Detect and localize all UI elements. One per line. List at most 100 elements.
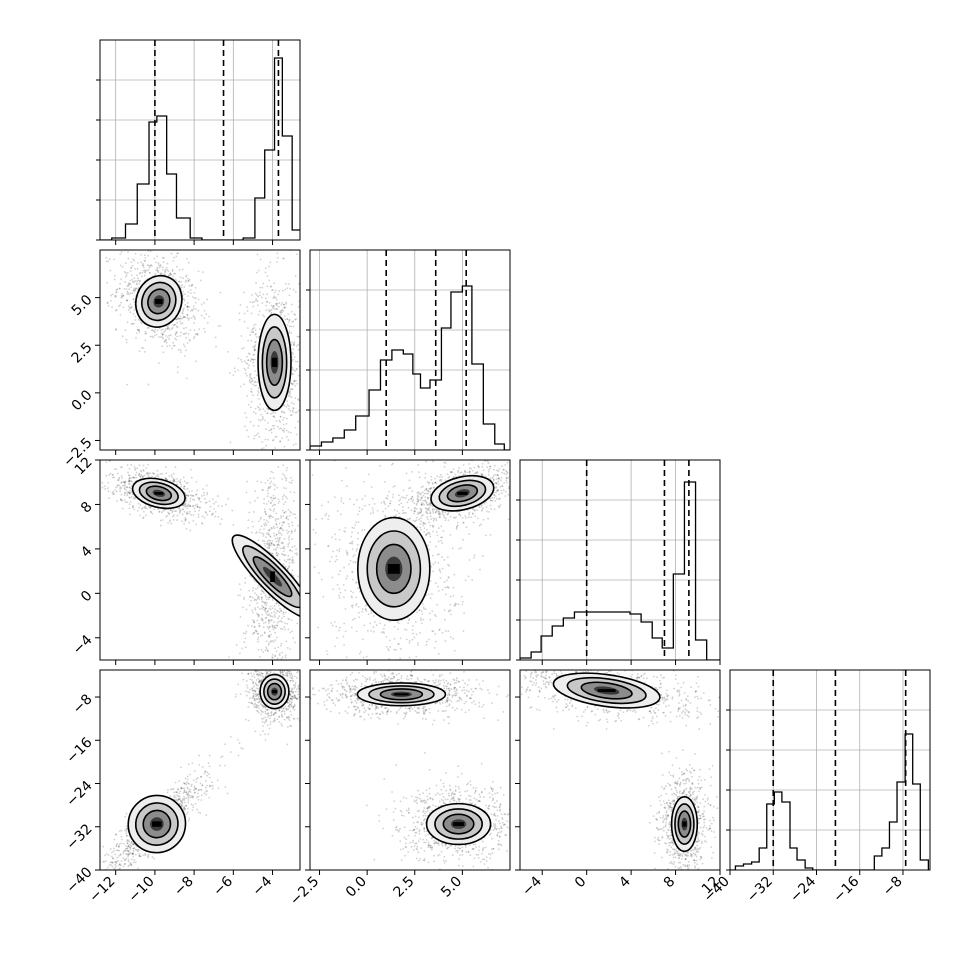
sample-point (179, 509, 182, 512)
sample-point (144, 339, 147, 342)
sample-point (345, 466, 347, 469)
sample-point (429, 502, 432, 505)
sample-point (251, 520, 254, 523)
sample-point (422, 502, 424, 505)
sample-point (131, 292, 134, 294)
sample-point (417, 491, 420, 494)
sample-point (157, 269, 159, 272)
sample-point (169, 509, 172, 512)
y-tick-label: 8 (78, 499, 96, 517)
sample-point (254, 607, 256, 609)
sample-point (253, 580, 256, 583)
sample-point (179, 510, 181, 513)
sample-point (256, 394, 259, 397)
sample-point (472, 513, 474, 515)
sample-point (260, 617, 263, 620)
sample-point (187, 494, 190, 497)
sample-point (245, 416, 248, 419)
sample-point (282, 429, 285, 432)
sample-point (470, 467, 473, 470)
sample-point (247, 359, 250, 362)
sample-point (202, 488, 204, 490)
sample-point (498, 478, 500, 480)
sample-point (168, 344, 171, 347)
sample-point (296, 360, 299, 363)
sample-point (256, 405, 259, 408)
sample-point (120, 296, 123, 299)
sample-point (293, 379, 296, 382)
sample-point (280, 527, 282, 530)
sample-point (482, 469, 485, 472)
sample-point (261, 441, 264, 444)
sample-point (191, 284, 194, 287)
sample-point (188, 338, 191, 341)
sample-point (263, 609, 266, 611)
sample-point (253, 346, 256, 349)
sample-point (138, 319, 141, 322)
sample-point (283, 538, 286, 540)
sample-point (215, 500, 217, 503)
sample-point (173, 272, 176, 275)
sample-point (108, 258, 111, 260)
sample-point (194, 504, 197, 507)
sample-point (132, 504, 135, 507)
sample-point (292, 358, 294, 361)
sample-point (458, 466, 461, 469)
sample-point (250, 391, 253, 393)
sample-point (164, 466, 167, 469)
sample-point (145, 467, 148, 469)
sample-point (258, 597, 261, 600)
sample-point (257, 269, 260, 272)
sample-point (194, 510, 196, 513)
sample-point (515, 490, 517, 492)
sample-point (444, 630, 447, 632)
sample-point (132, 298, 135, 301)
sample-point (138, 506, 140, 509)
sample-point (427, 504, 429, 506)
sample-point (268, 517, 271, 520)
sample-point (268, 607, 271, 610)
sample-point (351, 596, 353, 599)
sample-point (415, 519, 418, 522)
sample-point (111, 491, 114, 494)
sample-point (289, 395, 292, 397)
sample-point (234, 370, 237, 373)
sample-point (282, 613, 285, 615)
sample-point (342, 583, 345, 586)
sample-point (471, 508, 474, 511)
sample-point (493, 508, 496, 511)
sample-point (393, 509, 396, 511)
sample-point (276, 537, 279, 540)
sample-point (175, 510, 177, 512)
sample-point (133, 322, 135, 325)
sample-point (126, 501, 129, 504)
sample-point (134, 288, 137, 291)
sample-point (430, 487, 433, 490)
sample-point (106, 281, 109, 284)
sample-point (517, 489, 519, 491)
sample-point (189, 529, 192, 532)
sample-point (187, 333, 190, 335)
sample-point (276, 544, 278, 546)
sample-point (104, 488, 107, 490)
sample-point (467, 471, 469, 474)
sample-point (126, 494, 128, 497)
sample-point (242, 346, 245, 349)
sample-point (336, 676, 338, 678)
sample-point (157, 508, 160, 511)
sample-point (276, 554, 279, 557)
sample-point (264, 617, 267, 619)
sample-point (269, 413, 272, 415)
sample-point (281, 541, 284, 544)
sample-point (285, 529, 288, 532)
sample-point (178, 509, 181, 512)
sample-point (249, 375, 252, 377)
sample-point (146, 472, 149, 474)
sample-point (336, 509, 339, 512)
sample-point (280, 553, 283, 555)
sample-point (259, 408, 262, 411)
sample-point (235, 644, 238, 646)
sample-point (293, 380, 295, 383)
sample-point (268, 543, 271, 546)
sample-point (291, 567, 293, 569)
